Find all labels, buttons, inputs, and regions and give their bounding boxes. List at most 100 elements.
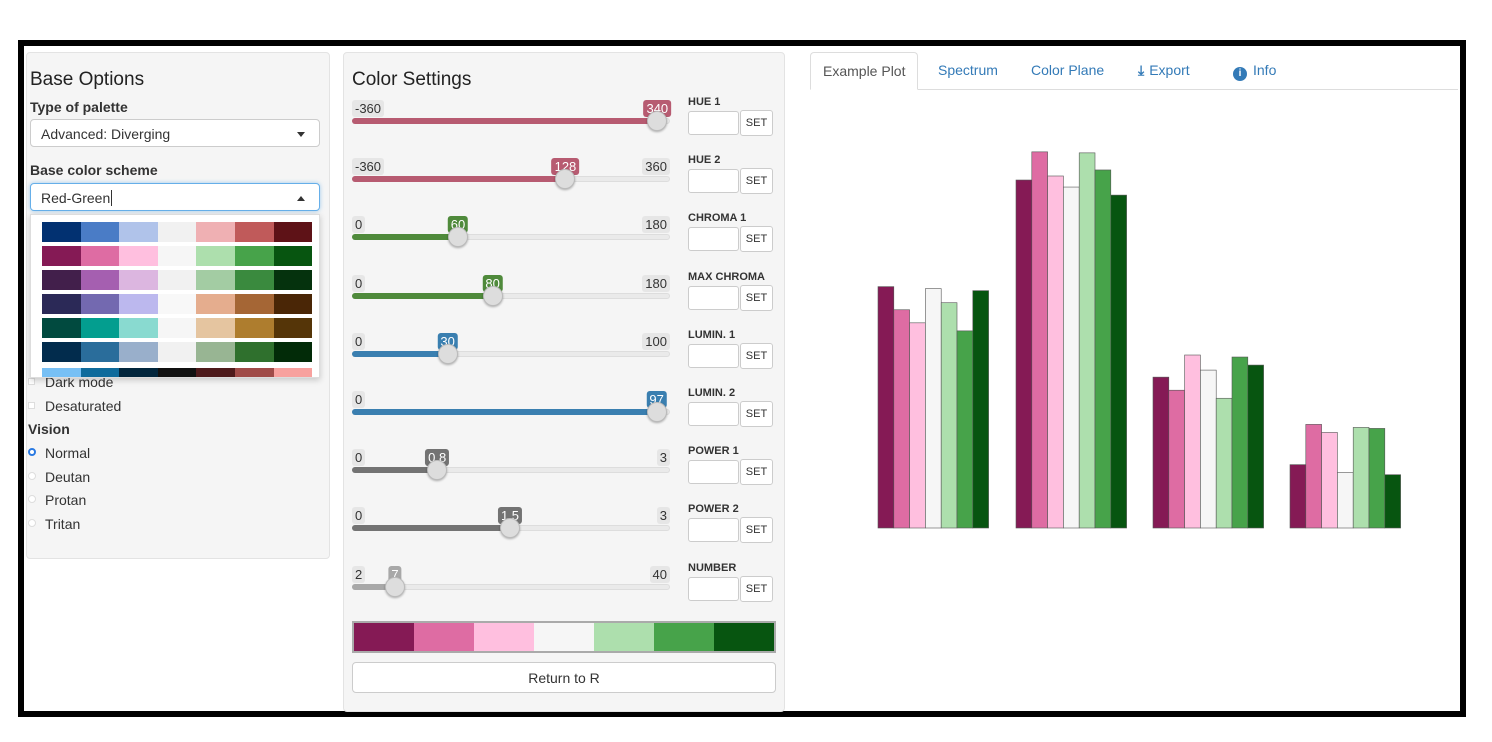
set-button[interactable]: SET <box>740 284 773 311</box>
base-color-scheme-value: Red-Green <box>41 190 111 206</box>
palette-swatch <box>157 318 197 338</box>
slider-handle[interactable] <box>555 169 576 190</box>
slider-max: 3 <box>656 507 670 525</box>
bar-group-1-series-6 <box>956 330 974 529</box>
base-options-title: Base Options <box>30 69 145 90</box>
palette-swatch <box>234 270 274 290</box>
palette-swatch <box>157 246 197 266</box>
setting-input[interactable] <box>688 343 739 368</box>
tab-example-plot[interactable]: Example Plot <box>810 52 919 90</box>
set-button[interactable]: SET <box>740 459 773 486</box>
tab-label: Color Plane <box>1031 62 1105 78</box>
palette-option[interactable] <box>42 294 313 314</box>
palette-swatch <box>42 368 81 377</box>
base-color-scheme-input[interactable]: Red-Green <box>30 183 320 211</box>
setting-input[interactable] <box>688 285 739 310</box>
bar-group-2-series-1 <box>1015 179 1033 529</box>
palette-swatch <box>119 318 158 338</box>
set-button[interactable]: SET <box>740 168 773 195</box>
tab-export[interactable]: ⤓ Export <box>1126 52 1202 90</box>
checkbox[interactable] <box>28 402 35 409</box>
palette-swatch <box>273 222 313 242</box>
slider-handle[interactable] <box>448 227 468 248</box>
palette-swatch <box>273 270 313 290</box>
palette-option[interactable] <box>42 368 313 377</box>
setting-input[interactable] <box>688 576 739 601</box>
palette-option[interactable] <box>42 222 313 242</box>
setting-input[interactable] <box>688 460 739 485</box>
slider-handle[interactable] <box>437 343 458 364</box>
palette-swatch <box>80 318 120 338</box>
palette-color <box>714 623 774 651</box>
bar-group-3-series-3 <box>1184 354 1201 529</box>
set-button[interactable]: SET <box>740 575 773 602</box>
palette-swatch <box>119 222 158 242</box>
radio-label: Tritan <box>45 515 81 532</box>
slider-min: -360 <box>352 158 385 176</box>
palette-option[interactable] <box>42 246 313 266</box>
checkbox[interactable] <box>28 378 35 385</box>
palette-swatch <box>234 318 274 338</box>
setting-label: NUMBER <box>688 561 737 574</box>
palette-option[interactable] <box>42 318 313 338</box>
palette-swatch <box>196 246 235 266</box>
tab-color-plane[interactable]: Color Plane <box>1019 52 1116 90</box>
bar-group-1-series-2 <box>893 309 910 529</box>
set-button[interactable]: SET <box>740 226 773 253</box>
palette-swatch <box>42 294 81 314</box>
color-scheme-dropdown[interactable] <box>30 214 320 378</box>
radio-label: Protan <box>45 492 87 508</box>
tab-spectrum[interactable]: Spectrum <box>926 52 1010 90</box>
setting-input[interactable] <box>688 227 739 252</box>
slider-handle[interactable] <box>482 285 503 306</box>
setting-input[interactable] <box>688 518 739 543</box>
slider-handle[interactable] <box>427 460 448 481</box>
bar-group-1-series-3 <box>909 322 926 529</box>
palette-option[interactable] <box>42 342 313 362</box>
set-button[interactable]: SET <box>740 401 773 427</box>
setting-input[interactable] <box>688 111 739 135</box>
radio-button[interactable] <box>28 471 36 480</box>
bar-group-2-series-5 <box>1078 152 1096 529</box>
radio-label: Normal <box>45 445 91 461</box>
slider-handle[interactable] <box>647 111 668 131</box>
palette-swatch <box>234 222 274 242</box>
palette-option[interactable] <box>42 270 313 290</box>
slider-handle[interactable] <box>385 576 406 597</box>
setting-input[interactable] <box>688 169 739 194</box>
slider-handle[interactable] <box>646 402 667 422</box>
slider-fill <box>352 583 396 590</box>
radio-button[interactable] <box>28 495 36 503</box>
slider-fill <box>352 292 493 299</box>
bar-group-3-series-6 <box>1231 356 1249 529</box>
tab-info[interactable]: i Info <box>1221 52 1288 90</box>
slider-handle[interactable] <box>500 518 520 539</box>
slider-fill <box>352 234 458 241</box>
bar-group-2-series-3 <box>1047 175 1064 529</box>
info-icon: i <box>1233 67 1247 81</box>
slider-max: 40 <box>649 565 670 583</box>
slider-min: 2 <box>352 565 366 583</box>
set-button[interactable]: SET <box>740 110 773 136</box>
slider-max: 180 <box>642 216 670 234</box>
palette-swatch <box>80 294 120 314</box>
palette-color <box>354 623 414 651</box>
caret-down-icon <box>297 132 305 137</box>
set-button[interactable]: SET <box>740 342 773 369</box>
palette-swatch <box>157 294 197 314</box>
slider-min: 0 <box>352 449 366 467</box>
palette-color <box>474 623 534 651</box>
type-of-palette-select[interactable]: Advanced: Diverging <box>30 119 320 147</box>
radio-button[interactable] <box>28 448 36 456</box>
return-to-r-button[interactable]: Return to R <box>352 662 776 693</box>
palette-swatch <box>119 270 158 290</box>
set-button[interactable]: SET <box>740 517 773 544</box>
slider-max: 180 <box>642 274 670 292</box>
radio-button[interactable] <box>28 518 36 527</box>
setting-label: HUE 2 <box>688 154 721 167</box>
palette-swatch <box>80 246 120 266</box>
setting-input[interactable] <box>688 402 739 426</box>
checkbox-label: Desaturated <box>45 398 122 414</box>
bar-group-1-series-7 <box>972 290 989 529</box>
setting-label: LUMIN. 1 <box>688 328 736 341</box>
